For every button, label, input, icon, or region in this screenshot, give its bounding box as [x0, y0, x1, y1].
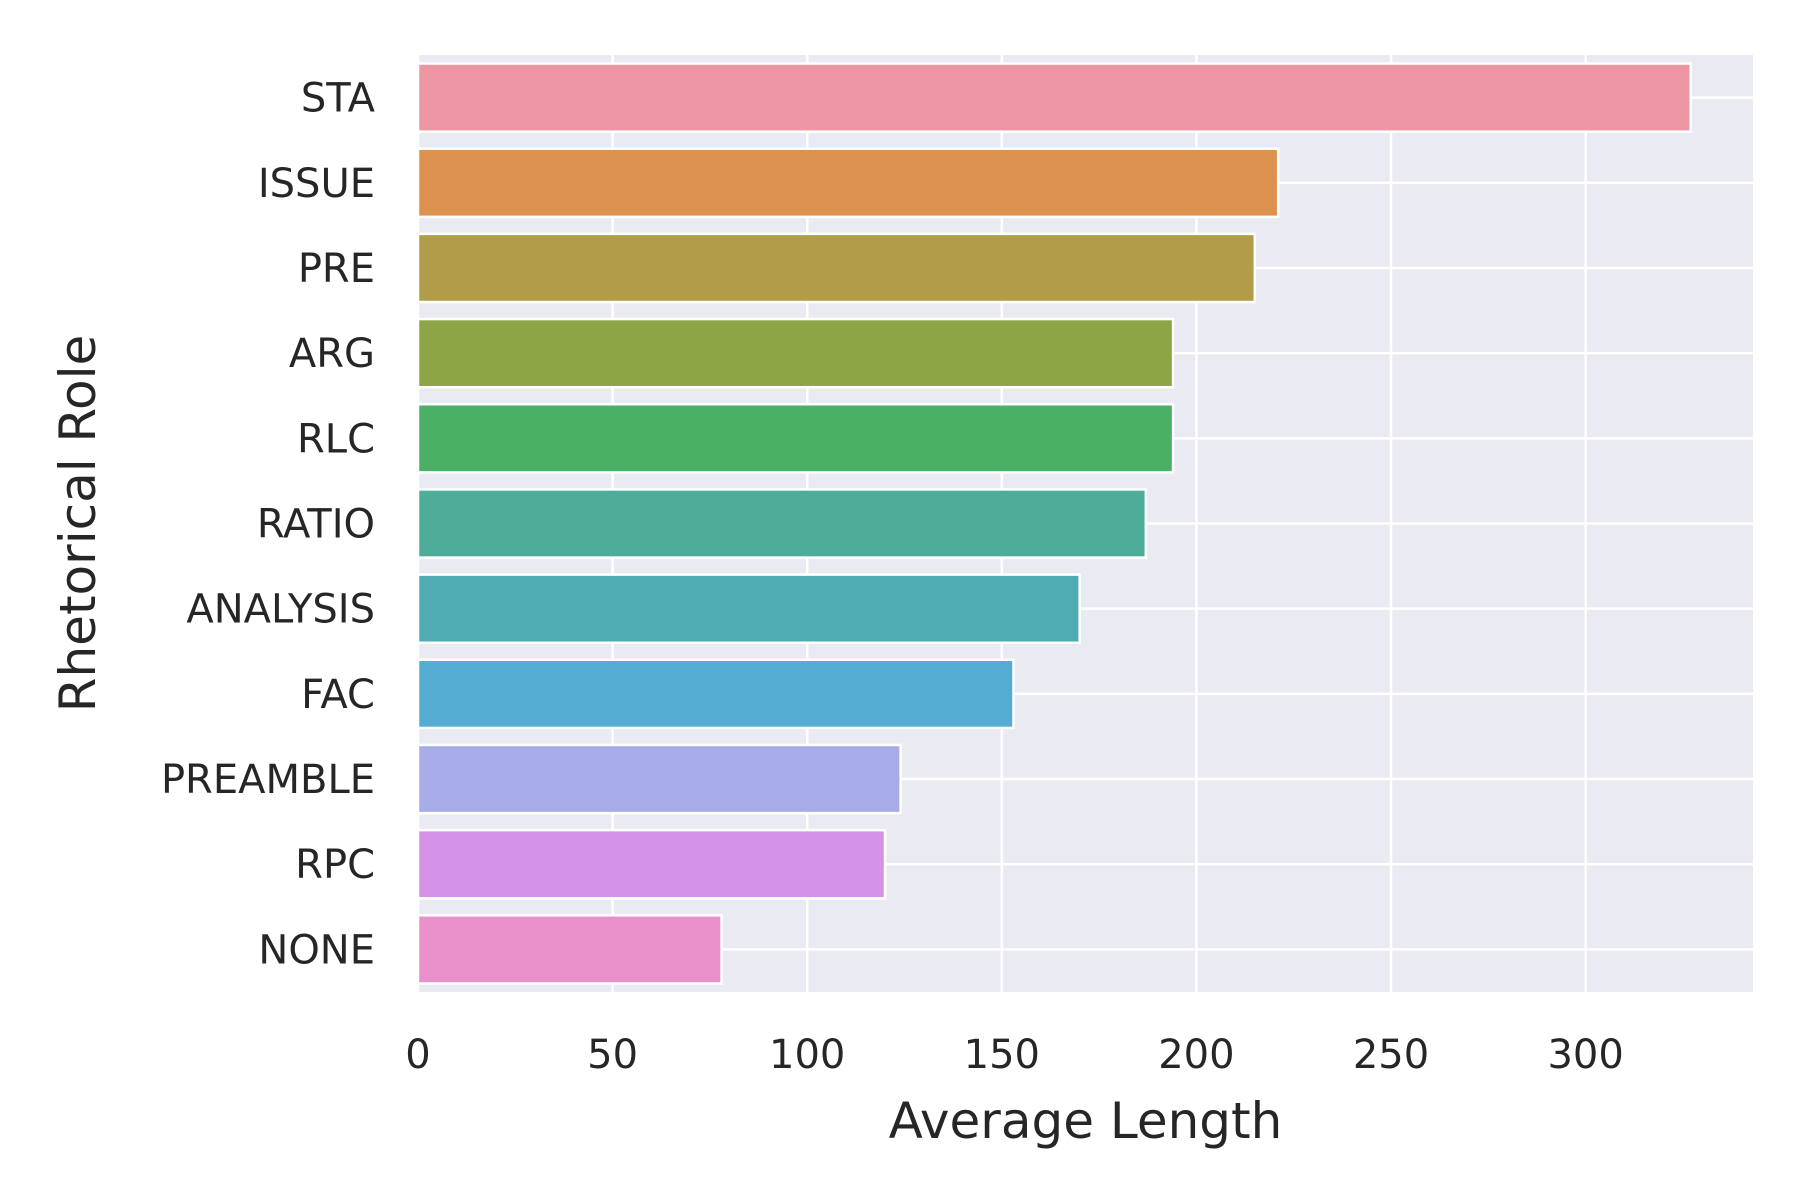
- y-tick-label: ANALYSIS: [186, 587, 375, 633]
- y-tick-label: PRE: [298, 246, 375, 292]
- x-tick-label: 150: [964, 1032, 1040, 1078]
- x-tick-label: 50: [587, 1032, 638, 1078]
- y-tick-label: FAC: [301, 672, 375, 718]
- bar-arg: [416, 317, 1175, 389]
- y-tick-label: RATIO: [257, 502, 375, 548]
- y-tick-label: ISSUE: [258, 161, 375, 207]
- bar-fac: [416, 658, 1015, 730]
- bar-rlc: [416, 402, 1175, 474]
- y-tick-label: RLC: [297, 416, 375, 462]
- bar-pre: [416, 232, 1257, 304]
- x-tick-label: 250: [1353, 1032, 1429, 1078]
- x-tick-label: 100: [769, 1032, 845, 1078]
- bar-analysis: [416, 573, 1081, 645]
- bar-ratio: [416, 488, 1148, 559]
- x-tick-label: 0: [405, 1032, 430, 1078]
- x-tick-labels: 0 50 100 150 200 250 300: [405, 1032, 1624, 1078]
- y-tick-labels: STA ISSUE PRE ARG RLC RATIO ANALYSIS FAC PREAMBL…: [161, 76, 376, 974]
- x-tick-label: 300: [1547, 1032, 1623, 1078]
- x-axis-label: Average Length: [889, 1092, 1283, 1150]
- bar-none: [416, 914, 723, 985]
- bar-preamble: [416, 743, 902, 815]
- y-tick-label: ARG: [289, 331, 375, 377]
- y-tick-label: NONE: [258, 927, 375, 973]
- x-tick-label: 200: [1158, 1032, 1234, 1078]
- bar-issue: [416, 147, 1280, 219]
- bars: [416, 62, 1692, 985]
- y-tick-label: RPC: [295, 842, 375, 888]
- bar-rpc: [416, 828, 887, 900]
- y-axis-label: Rhetorical Role: [49, 335, 107, 713]
- y-tick-label: STA: [301, 76, 376, 122]
- bar-sta: [416, 62, 1692, 133]
- y-tick-label: PREAMBLE: [161, 757, 375, 803]
